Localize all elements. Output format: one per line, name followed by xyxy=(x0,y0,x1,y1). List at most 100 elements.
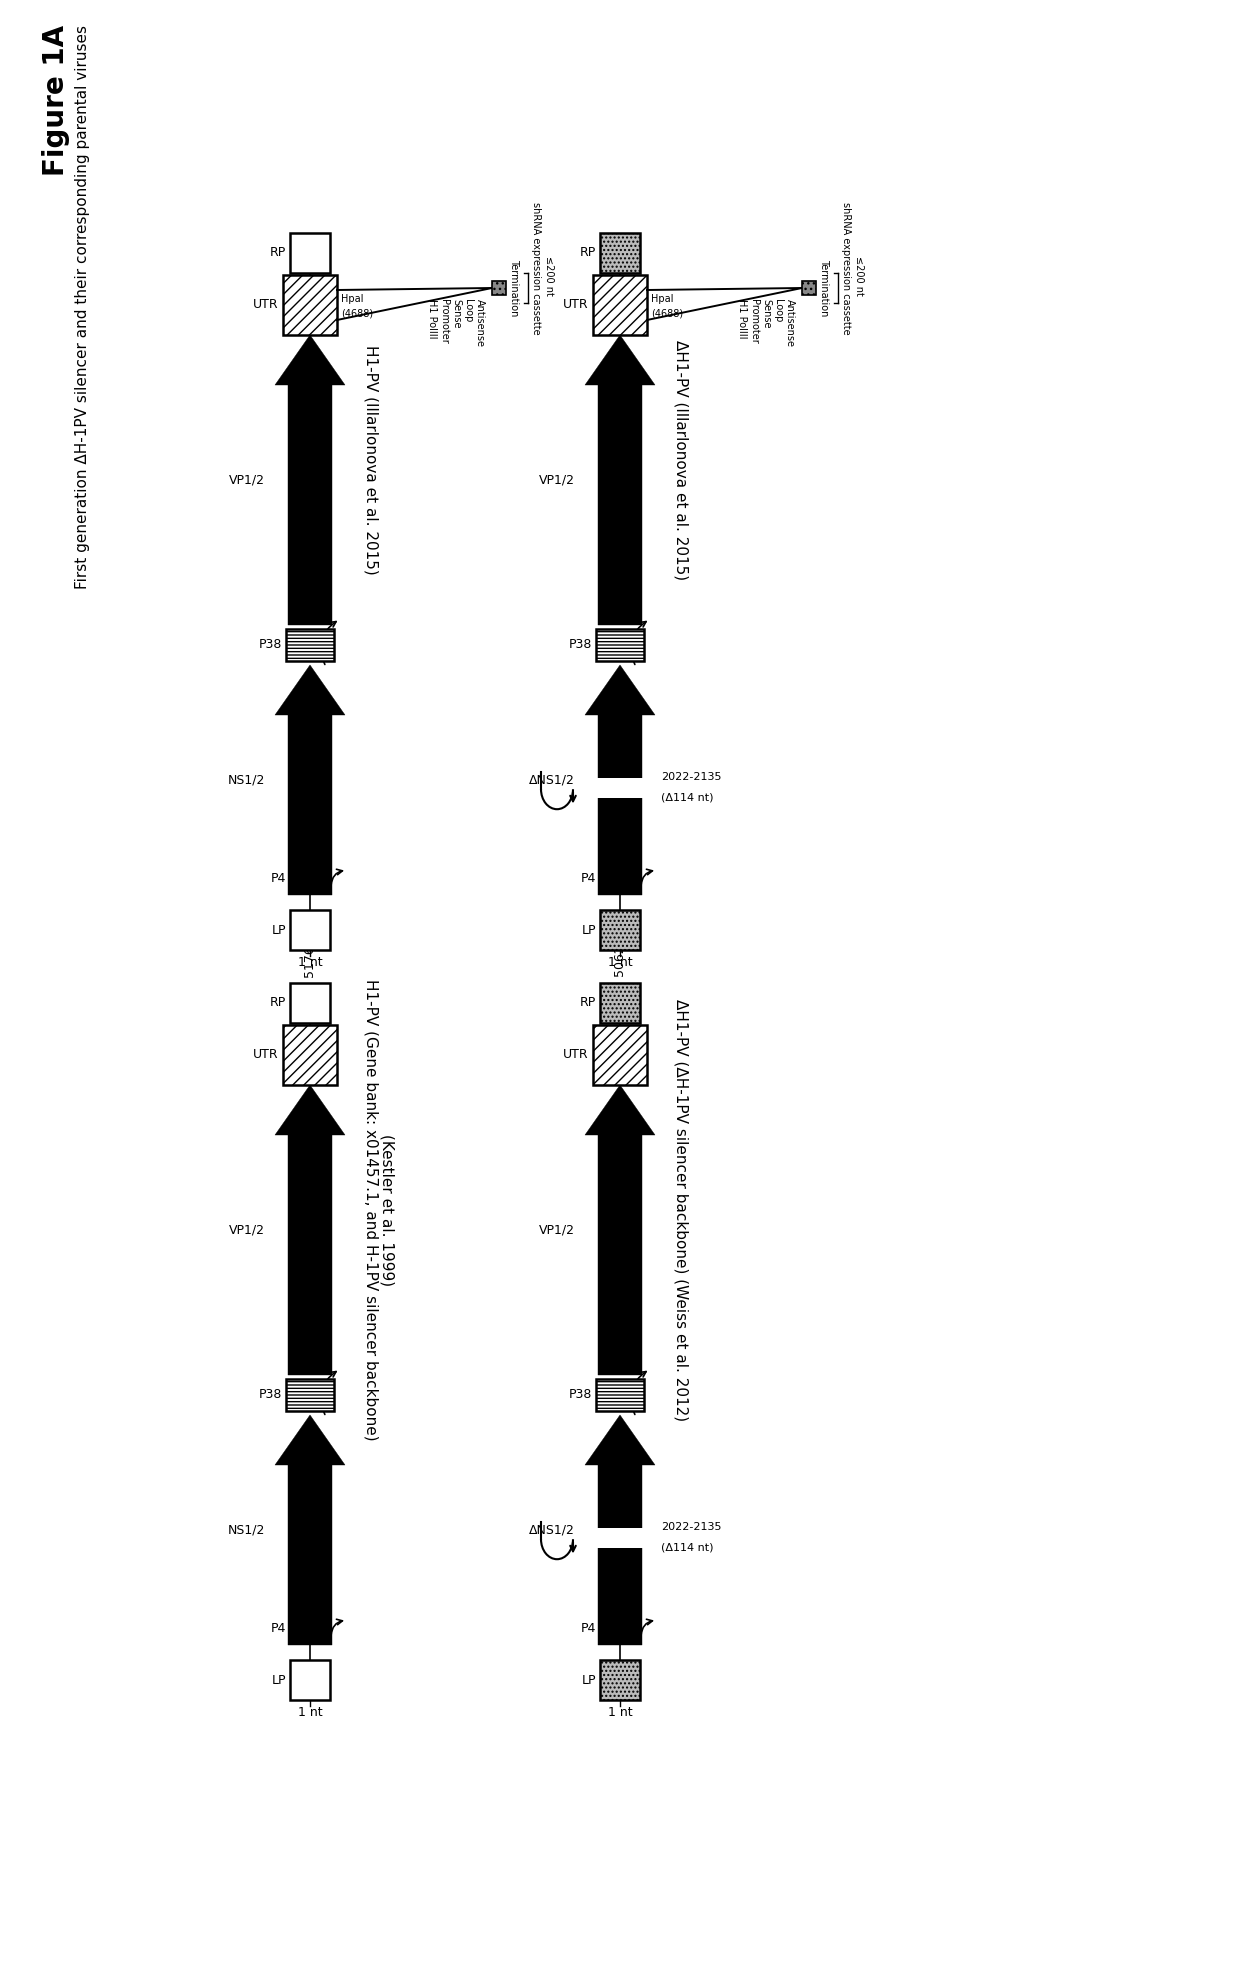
Text: 1 nt: 1 nt xyxy=(298,955,322,969)
Text: HpaI: HpaI xyxy=(341,294,363,303)
Text: ≤200 nt: ≤200 nt xyxy=(544,256,554,296)
Bar xyxy=(288,1135,332,1375)
Bar xyxy=(598,1135,642,1375)
Text: ΔNS1/2: ΔNS1/2 xyxy=(529,1523,575,1537)
Bar xyxy=(593,1024,647,1085)
Text: (Kestler et al. 1999): (Kestler et al. 1999) xyxy=(379,1135,394,1286)
Text: H1 PolIII: H1 PolIII xyxy=(427,299,436,339)
Polygon shape xyxy=(585,666,655,715)
Text: UTR: UTR xyxy=(253,1048,279,1062)
Text: (4688): (4688) xyxy=(651,309,683,319)
Bar xyxy=(600,232,640,274)
Text: LP: LP xyxy=(272,924,286,936)
Bar xyxy=(596,1529,644,1548)
Bar xyxy=(600,1661,640,1700)
Bar xyxy=(600,983,640,1022)
Text: shRNA expression cassette: shRNA expression cassette xyxy=(841,201,851,335)
Bar xyxy=(286,628,334,662)
Text: NS1/2: NS1/2 xyxy=(228,774,265,786)
Bar xyxy=(283,276,337,335)
Text: P38: P38 xyxy=(569,638,591,652)
Text: (Δ114 nt): (Δ114 nt) xyxy=(661,792,713,802)
Bar xyxy=(288,715,332,894)
Bar xyxy=(290,232,330,274)
Text: P4: P4 xyxy=(580,1621,596,1635)
Text: Loop: Loop xyxy=(773,299,782,323)
Bar xyxy=(290,983,330,1022)
Polygon shape xyxy=(275,1414,345,1466)
Text: VP1/2: VP1/2 xyxy=(539,1223,575,1237)
Text: RP: RP xyxy=(580,246,596,260)
Text: 1 nt: 1 nt xyxy=(608,1706,632,1720)
Text: VP1/2: VP1/2 xyxy=(229,1223,265,1237)
Text: UTR: UTR xyxy=(563,299,589,311)
Text: VP1/2: VP1/2 xyxy=(229,473,265,487)
Polygon shape xyxy=(275,1085,345,1135)
Bar xyxy=(290,910,330,950)
Text: NS1/2: NS1/2 xyxy=(228,1523,265,1537)
Bar xyxy=(596,628,644,662)
Bar xyxy=(600,910,640,950)
Text: 2022-2135: 2022-2135 xyxy=(661,772,722,782)
Polygon shape xyxy=(275,335,345,384)
Text: Loop: Loop xyxy=(463,299,472,323)
Text: ΔH1-PV (ΔH-1PV silencer backbone) (Weiss et al. 2012): ΔH1-PV (ΔH-1PV silencer backbone) (Weiss… xyxy=(673,999,688,1420)
Bar xyxy=(598,1466,642,1531)
Bar xyxy=(598,798,642,894)
Bar xyxy=(492,282,506,296)
Polygon shape xyxy=(275,666,345,715)
Text: LP: LP xyxy=(582,1673,596,1686)
Bar xyxy=(283,1024,337,1085)
Text: UTR: UTR xyxy=(563,1048,589,1062)
Text: Promoter: Promoter xyxy=(749,299,759,343)
Text: HpaI: HpaI xyxy=(651,294,673,303)
Text: ≤200 nt: ≤200 nt xyxy=(854,256,864,296)
Bar xyxy=(288,384,332,624)
Text: RP: RP xyxy=(270,997,286,1009)
Text: H1-PV (Gene bank: x01457.1, and H-1PV silencer backbone): H1-PV (Gene bank: x01457.1, and H-1PV si… xyxy=(363,979,378,1440)
Text: UTR: UTR xyxy=(253,299,279,311)
Polygon shape xyxy=(585,1414,655,1466)
Text: (Δ114 nt): (Δ114 nt) xyxy=(661,1543,713,1552)
Text: 1 nt: 1 nt xyxy=(298,1706,322,1720)
Text: P4: P4 xyxy=(270,871,286,885)
Bar xyxy=(290,1661,330,1700)
Text: Antisense: Antisense xyxy=(475,299,485,347)
Text: H1 PolIII: H1 PolIII xyxy=(737,299,746,339)
Text: P38: P38 xyxy=(259,638,281,652)
Text: RP: RP xyxy=(270,246,286,260)
Text: P38: P38 xyxy=(259,1389,281,1401)
Text: 5062 nt: 5062 nt xyxy=(614,928,626,977)
Text: 1 nt: 1 nt xyxy=(608,955,632,969)
Bar xyxy=(288,1466,332,1645)
Text: Termination: Termination xyxy=(508,260,520,317)
Text: Figure 1A: Figure 1A xyxy=(42,26,69,175)
Text: Sense: Sense xyxy=(761,299,771,329)
Bar xyxy=(802,282,816,296)
Polygon shape xyxy=(585,335,655,384)
Text: First generation ΔH-1PV silencer and their corresponding parental viruses: First generation ΔH-1PV silencer and the… xyxy=(74,26,91,589)
Text: H1-PV (Illarlonova et al. 2015): H1-PV (Illarlonova et al. 2015) xyxy=(363,345,378,575)
Polygon shape xyxy=(585,1085,655,1135)
Bar xyxy=(598,1548,642,1645)
Text: Termination: Termination xyxy=(818,260,830,317)
Text: (4688): (4688) xyxy=(341,309,373,319)
Text: shRNA expression cassette: shRNA expression cassette xyxy=(531,201,541,335)
Text: 2022-2135: 2022-2135 xyxy=(661,1523,722,1533)
Bar xyxy=(598,715,642,780)
Bar xyxy=(593,276,647,335)
Text: ΔNS1/2: ΔNS1/2 xyxy=(529,774,575,786)
Text: RP: RP xyxy=(580,997,596,1009)
Text: Antisense: Antisense xyxy=(785,299,795,347)
Bar xyxy=(596,1379,644,1411)
Text: Promoter: Promoter xyxy=(439,299,449,343)
Text: P38: P38 xyxy=(569,1389,591,1401)
Text: 5176nt: 5176nt xyxy=(304,932,316,977)
Text: Sense: Sense xyxy=(451,299,461,329)
Text: ΔH1-PV (Illarlonova et al. 2015): ΔH1-PV (Illarlonova et al. 2015) xyxy=(673,341,688,579)
Text: LP: LP xyxy=(272,1673,286,1686)
Bar xyxy=(286,1379,334,1411)
Bar xyxy=(596,778,644,798)
Bar xyxy=(598,384,642,624)
Text: P4: P4 xyxy=(580,871,596,885)
